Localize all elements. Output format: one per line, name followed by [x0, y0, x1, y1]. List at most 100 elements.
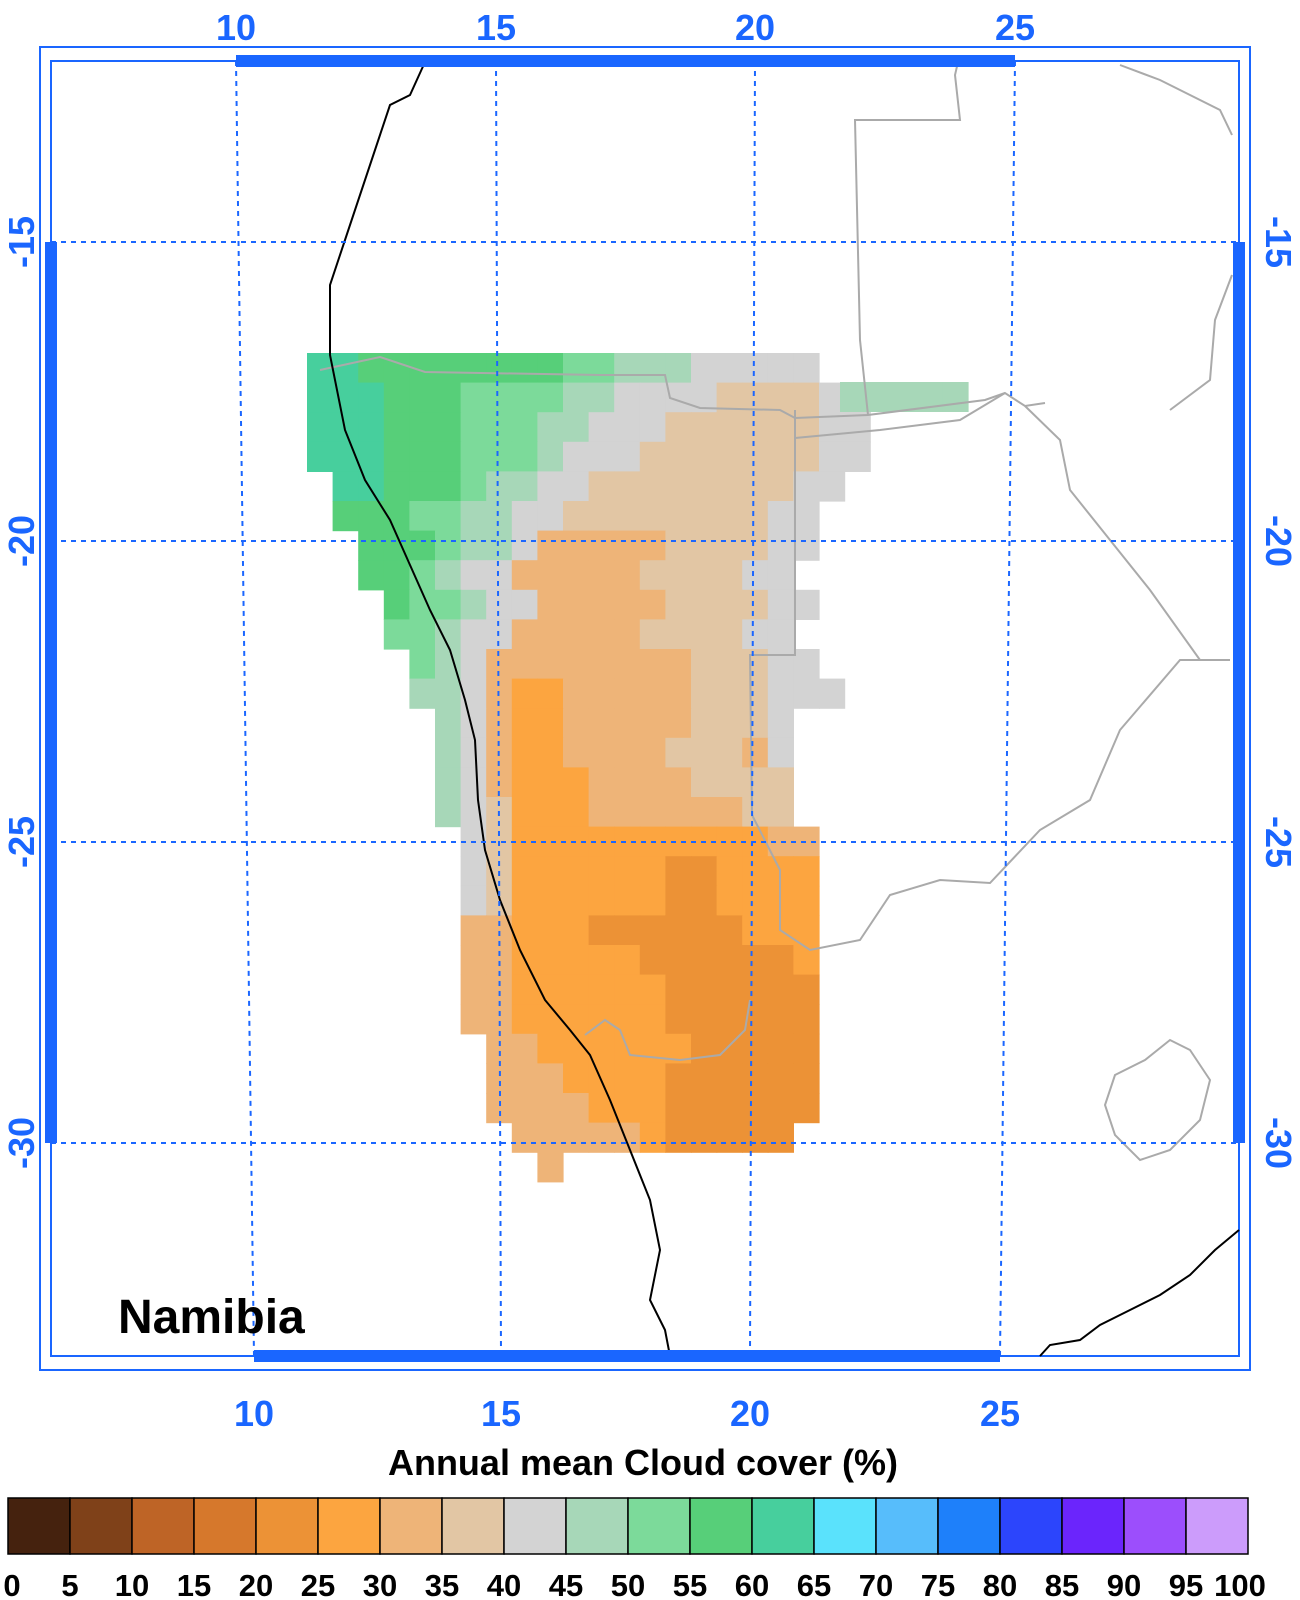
coastline [329, 61, 671, 1357]
cloud-cover-cell [563, 737, 590, 768]
cloud-cover-cell [691, 1122, 718, 1153]
cloud-cover-cell [307, 412, 334, 443]
cloud-cover-cell [511, 589, 538, 620]
cloud-cover-cell [767, 501, 794, 532]
cloud-cover-cell [614, 1122, 641, 1153]
cloud-cover-cell [665, 649, 692, 680]
cloud-cover-cell [563, 915, 590, 946]
cloud-cover-cell [665, 619, 692, 650]
cloud-cover-cell [614, 826, 641, 857]
colorbar-swatch [751, 1497, 815, 1555]
cloud-cover-cell [691, 412, 718, 443]
cloud-cover-cell [691, 885, 718, 916]
cloud-cover-cell [537, 382, 564, 413]
colorbar-swatch [503, 1497, 567, 1555]
cloud-cover-cell [563, 797, 590, 828]
cloud-cover-cell [409, 382, 436, 413]
cloud-cover-cell [742, 353, 769, 384]
cloud-cover-cell [563, 560, 590, 591]
cloud-cover-cell [358, 441, 385, 472]
cloud-cover-cell [639, 649, 666, 680]
cloud-cover-cell [767, 589, 794, 620]
colorbar-tick-label: 25 [301, 1568, 335, 1600]
cloud-cover-cell [486, 353, 513, 384]
cloud-cover-cell [588, 974, 615, 1005]
left-lat-tick: -30 [1, 1117, 42, 1169]
cloud-cover-cell [639, 797, 666, 828]
cloud-cover-cell [383, 412, 410, 443]
cloud-cover-cell [742, 678, 769, 709]
cloud-cover-cell [435, 501, 462, 532]
cloud-cover-cell [588, 471, 615, 502]
cloud-cover-cell [665, 441, 692, 472]
cloud-cover-cell [383, 471, 410, 502]
cloud-cover-cell [742, 974, 769, 1005]
cloud-cover-cell [511, 382, 538, 413]
cloud-cover-cell [537, 915, 564, 946]
colorbar-swatch [69, 1497, 133, 1555]
cloud-cover-cell [588, 885, 615, 916]
cloud-cover-cell [691, 708, 718, 739]
cloud-cover-cell [486, 412, 513, 443]
cloud-cover-cell [665, 826, 692, 857]
cloud-cover-cell [511, 353, 538, 384]
cloud-cover-cell [665, 945, 692, 976]
cloud-cover-cell [511, 412, 538, 443]
cloud-cover-cell [614, 915, 641, 946]
cloud-cover-cell [793, 1033, 820, 1064]
cloud-cover-cell [537, 441, 564, 472]
zambia-border [853, 61, 962, 416]
cloud-cover-cell [486, 1093, 513, 1124]
cloud-cover-cell [639, 382, 666, 413]
cloud-cover-cell [691, 945, 718, 976]
cloud-cover-cell [537, 945, 564, 976]
cloud-cover-cell [639, 530, 666, 561]
cloud-cover-cell [767, 797, 794, 828]
cloud-cover-cell [486, 530, 513, 561]
cloud-cover-cell [767, 412, 794, 443]
colorbar-swatch [689, 1497, 753, 1555]
cloud-cover-cell [486, 974, 513, 1005]
colorbar-title: Annual mean Cloud cover (%) [388, 1442, 898, 1483]
cloud-cover-cell [383, 382, 410, 413]
cloud-cover-cell [332, 353, 359, 384]
cloud-cover-cell [511, 708, 538, 739]
cloud-cover-cell [460, 856, 487, 887]
cloud-cover-cell [307, 441, 334, 472]
cloud-cover-cell [767, 678, 794, 709]
colorbar-tick-label: 55 [673, 1568, 707, 1600]
cloud-cover-cell [409, 678, 436, 709]
cloud-cover-cell [665, 1063, 692, 1094]
cloud-cover-cell [716, 353, 743, 384]
cloud-cover-cell [511, 1122, 538, 1153]
cloud-cover-cell [742, 1122, 769, 1153]
colorbar-swatch [999, 1497, 1063, 1555]
cloud-cover-cell [665, 797, 692, 828]
cloud-cover-cell [691, 471, 718, 502]
cloud-cover-cell [639, 945, 666, 976]
cloud-cover-cell [460, 974, 487, 1005]
cloud-cover-cell [639, 678, 666, 709]
cloud-cover-cell [665, 678, 692, 709]
cloud-cover-cell [563, 945, 590, 976]
cloud-cover-cell [332, 412, 359, 443]
cloud-cover-cell [639, 412, 666, 443]
cloud-cover-cell [563, 1063, 590, 1094]
cloud-cover-cell [537, 1152, 564, 1183]
colorbar-swatch [441, 1497, 505, 1555]
cloud-cover-cell [716, 974, 743, 1005]
cloud-cover-cell [767, 737, 794, 768]
cloud-cover-cell [767, 382, 794, 413]
orange-river-border [584, 999, 751, 1062]
cloud-cover-cell [742, 1063, 769, 1094]
right-lat-ticks: -15 -20 -25 -30 [1258, 216, 1299, 1169]
cloud-cover-cell [460, 619, 487, 650]
cloud-cover-cell [409, 471, 436, 502]
cloud-cover-cell [716, 1093, 743, 1124]
cloud-cover-cell [537, 1033, 564, 1064]
cloud-cover-cell [435, 441, 462, 472]
cloud-cover-cell [614, 1093, 641, 1124]
cloud-cover-cell [588, 945, 615, 976]
cloud-cover-cell [742, 767, 769, 798]
cloud-cover-cell [793, 1063, 820, 1094]
